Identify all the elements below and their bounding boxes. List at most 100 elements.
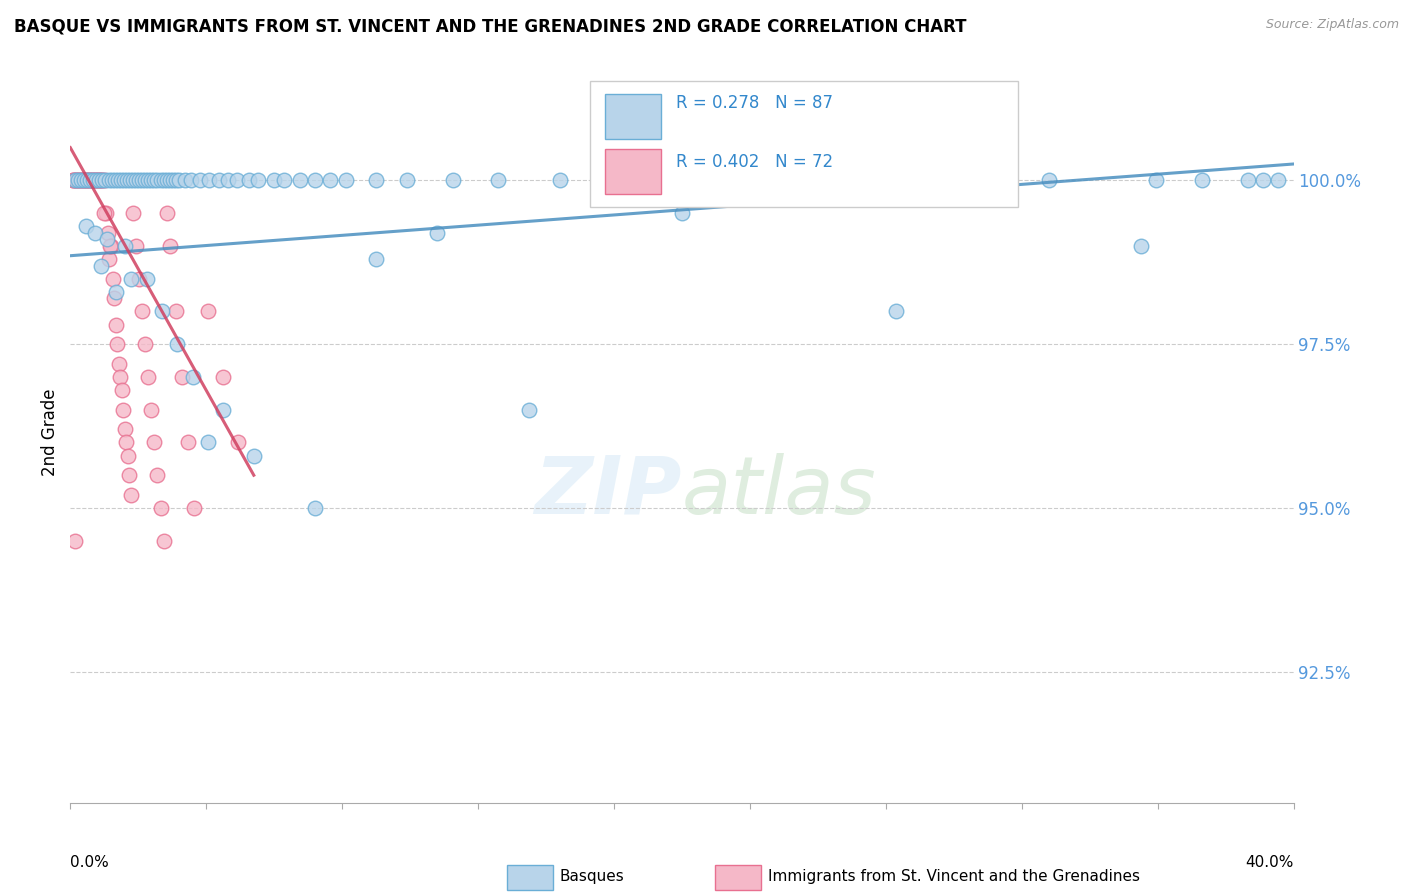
Point — [671, 206, 693, 220]
Point — [125, 239, 148, 253]
Point — [66, 173, 89, 187]
Point — [671, 173, 693, 187]
Text: Basques: Basques — [560, 870, 624, 884]
Point — [167, 173, 190, 187]
Point — [100, 239, 122, 253]
Point — [114, 422, 136, 436]
FancyBboxPatch shape — [605, 94, 661, 138]
Point — [90, 173, 112, 187]
Point — [183, 500, 205, 515]
Point — [197, 435, 219, 450]
Point — [62, 173, 84, 187]
Point — [83, 226, 105, 240]
Point — [90, 259, 112, 273]
Point — [77, 173, 100, 187]
Point — [610, 173, 633, 187]
Point — [122, 206, 145, 220]
Point — [1129, 239, 1152, 253]
Point — [63, 173, 86, 187]
Point — [97, 173, 120, 187]
Point — [121, 271, 143, 285]
Point — [304, 173, 326, 187]
Point — [150, 304, 173, 318]
Text: R = 0.402   N = 72: R = 0.402 N = 72 — [676, 153, 832, 171]
Point — [65, 173, 87, 187]
Point — [1191, 173, 1213, 187]
Point — [228, 435, 250, 450]
Point — [884, 304, 907, 318]
Point — [366, 252, 388, 266]
Point — [128, 173, 150, 187]
Point — [104, 173, 127, 187]
Point — [181, 370, 204, 384]
Point — [62, 173, 84, 187]
Point — [79, 173, 101, 187]
Point — [89, 173, 111, 187]
Point — [915, 173, 938, 187]
Point — [143, 173, 166, 187]
Point — [212, 402, 235, 417]
Point — [152, 173, 174, 187]
Point — [82, 173, 104, 187]
Point — [122, 173, 145, 187]
Text: ZIP: ZIP — [534, 453, 682, 531]
Point — [1267, 173, 1289, 187]
Point — [226, 173, 249, 187]
Point — [159, 239, 181, 253]
Point — [731, 173, 754, 187]
Point — [366, 173, 388, 187]
Point — [94, 173, 117, 187]
Point — [90, 173, 112, 187]
Point — [517, 402, 540, 417]
Point — [548, 173, 571, 187]
Point — [217, 173, 239, 187]
Point — [114, 239, 136, 253]
Point — [212, 370, 235, 384]
Point — [72, 173, 94, 187]
Point — [75, 173, 97, 187]
Point — [156, 206, 179, 220]
Point — [67, 173, 90, 187]
Point — [111, 402, 134, 417]
Point — [152, 533, 174, 548]
Point — [146, 468, 169, 483]
Point — [1251, 173, 1274, 187]
Point — [91, 173, 114, 187]
Point — [111, 383, 134, 397]
Point — [197, 304, 219, 318]
Point — [143, 435, 166, 450]
Point — [135, 271, 157, 285]
Point — [107, 357, 129, 371]
Point — [73, 173, 96, 187]
FancyBboxPatch shape — [714, 865, 762, 890]
Text: atlas: atlas — [682, 453, 877, 531]
Point — [149, 500, 172, 515]
Point — [131, 304, 153, 318]
Point — [104, 318, 127, 332]
Point — [112, 173, 135, 187]
Point — [177, 435, 200, 450]
Point — [97, 226, 120, 240]
Point — [207, 173, 229, 187]
Point — [72, 173, 94, 187]
Point — [70, 173, 93, 187]
Point — [288, 173, 311, 187]
Point — [162, 173, 184, 187]
Point — [84, 173, 107, 187]
Point — [120, 488, 142, 502]
Point — [141, 402, 163, 417]
Point — [69, 173, 91, 187]
Point — [77, 173, 100, 187]
Point — [65, 173, 87, 187]
Text: 0.0%: 0.0% — [70, 855, 110, 870]
Point — [304, 500, 326, 515]
Point — [165, 304, 187, 318]
Point — [93, 173, 115, 187]
Point — [87, 173, 110, 187]
Point — [83, 173, 105, 187]
Point — [98, 252, 121, 266]
Point — [180, 173, 202, 187]
Point — [96, 206, 118, 220]
Point — [87, 173, 110, 187]
Point — [70, 173, 93, 187]
